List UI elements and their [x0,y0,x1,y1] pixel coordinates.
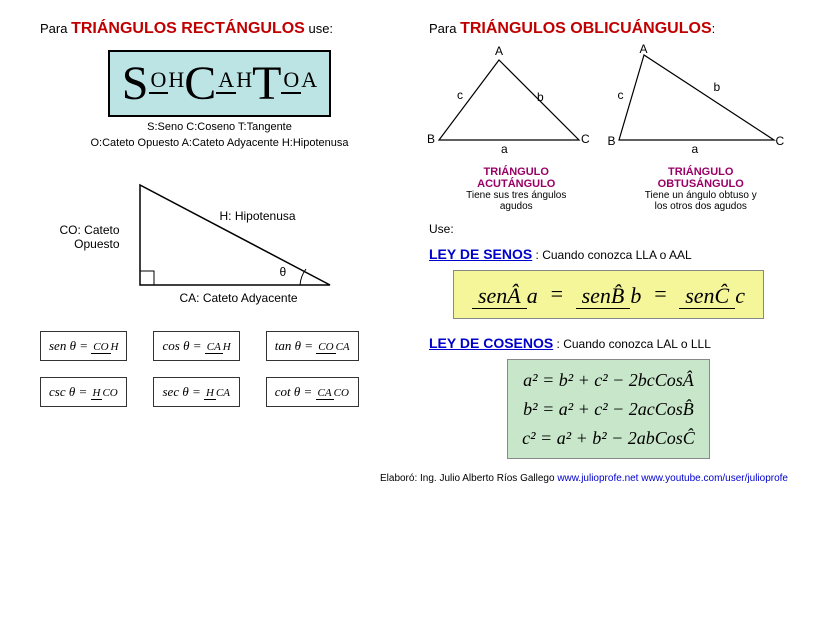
footer: Elaboró: Ing. Julio Alberto Ríos Gallego… [40,473,788,484]
H: H [168,67,184,92]
f-tan: tan θ = COCA [266,331,359,361]
f-sec: sec θ = HCA [153,377,239,407]
f-sen: sen θ = COH [40,331,127,361]
lbl-theta: θ [280,265,287,279]
f-cot: cot θ = CACO [266,377,359,407]
acute-triangle: A B C a b c [429,50,589,160]
t: TRIÁNGULOS RECTÁNGULOS [71,20,305,37]
O: O [281,67,301,94]
legend1: S:Seno C:Coseno T:Tangente [40,121,399,133]
law-cosenos-line: LEY DE COSENOS : Cuando conozca LAL o LL… [429,335,788,351]
sohcahtoa-box: SOHCAHTOA [108,50,331,117]
t2-title: TRIÁNGULO OBTUSÁNGULO [614,166,789,190]
S: S [122,57,149,110]
T: T [252,57,281,110]
f-cos: cos θ = CAH [153,331,239,361]
legend2: O:Cateto Opuesto A:Cateto Adyacente H:Hi… [40,137,399,149]
left-header: Para TRIÁNGULOS RECTÁNGULOS use: [40,20,399,38]
link1[interactable]: www.julioprofe.net [557,473,638,484]
law-cosenos-title: LEY DE COSENOS [429,335,553,351]
C: C [184,57,216,110]
t2-desc: Tiene un ángulo obtuso y los otros dos a… [614,190,789,212]
t: Para [40,21,71,36]
law-senos-title: LEY DE SENOS [429,246,532,262]
t1-desc: Tiene sus tres ángulos agudos [429,190,604,212]
A: A [301,67,317,92]
law-senos-line: LEY DE SENOS : Cuando conozca LLA o AAL [429,246,788,262]
lbl-CO: CO: Cateto Opuesto [60,223,120,251]
obtuse-triangle: A B C a b c [614,50,784,160]
f-csc: csc θ = HCO [40,377,127,407]
right-triangle-diagram: H: Hipotenusa CO: Cateto Opuesto CA: Cat… [70,165,370,315]
law-senos-formula: senÂa = senB̂b = senĈc [453,270,764,319]
A: A [216,67,236,94]
t1-title: TRIÁNGULO ACUTÁNGULO [429,166,604,190]
lbl-H: H: Hipotenusa [220,209,296,223]
use-label: Use: [429,222,788,236]
link2[interactable]: www.youtube.com/user/julioprofe [641,473,788,484]
right-header: Para TRIÁNGULOS OBLICUÁNGULOS: [429,20,788,38]
O: O [149,67,169,94]
lbl-CA: CA: Cateto Adyacente [180,291,298,305]
H: H [236,67,252,92]
law-cosenos-formula: a² = b² + c² − 2bcCosÂ b² = a² + c² − 2a… [507,359,710,459]
ratio-grid: sen θ = COH cos θ = CAH tan θ = COCA csc… [40,331,399,407]
t: use: [305,21,333,36]
